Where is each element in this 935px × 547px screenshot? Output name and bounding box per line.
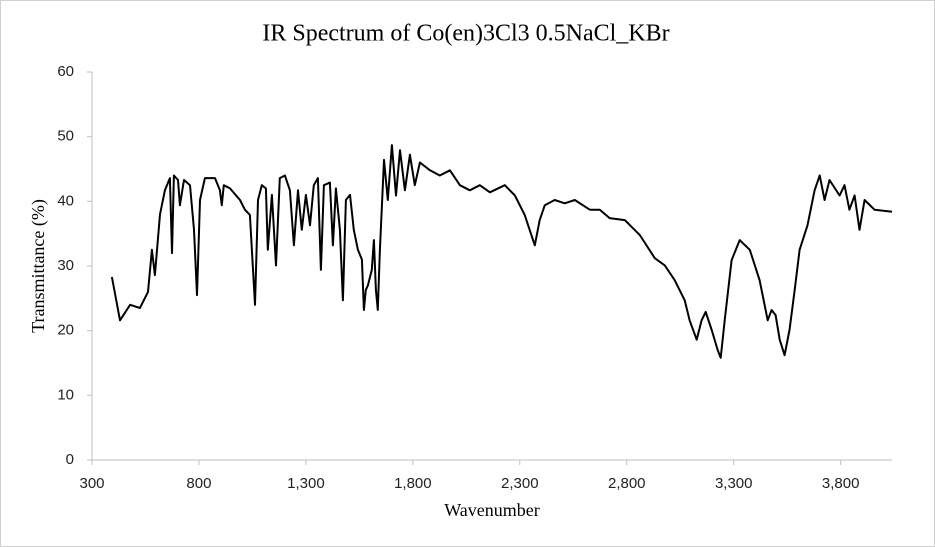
x-tick-label: 2,300 xyxy=(501,475,539,492)
y-tick-label: 40 xyxy=(57,192,74,209)
y-tick-label: 50 xyxy=(57,128,74,145)
x-tick-label: 3,800 xyxy=(822,475,860,492)
y-tick-label: 30 xyxy=(57,257,74,274)
x-axis-label: Wavenumber xyxy=(444,500,540,520)
x-tick-label: 800 xyxy=(186,475,211,492)
x-tick-label: 300 xyxy=(79,475,104,492)
x-tick-label: 2,800 xyxy=(608,475,646,492)
x-tick-label: 1,800 xyxy=(394,475,432,492)
x-tick-label: 1,300 xyxy=(287,475,325,492)
spectrum-line xyxy=(110,144,893,359)
y-tick-label: 60 xyxy=(57,63,74,80)
x-tick-label: 3,300 xyxy=(715,475,753,492)
y-tick-label: 20 xyxy=(57,322,74,339)
chart-title: IR Spectrum of Co(en)3Cl3 0.5NaCl_KBr xyxy=(262,21,669,47)
y-tick-label: 10 xyxy=(57,386,74,403)
y-tick-label: 0 xyxy=(66,451,74,468)
y-axis-label: Transmittance (%) xyxy=(28,199,49,333)
